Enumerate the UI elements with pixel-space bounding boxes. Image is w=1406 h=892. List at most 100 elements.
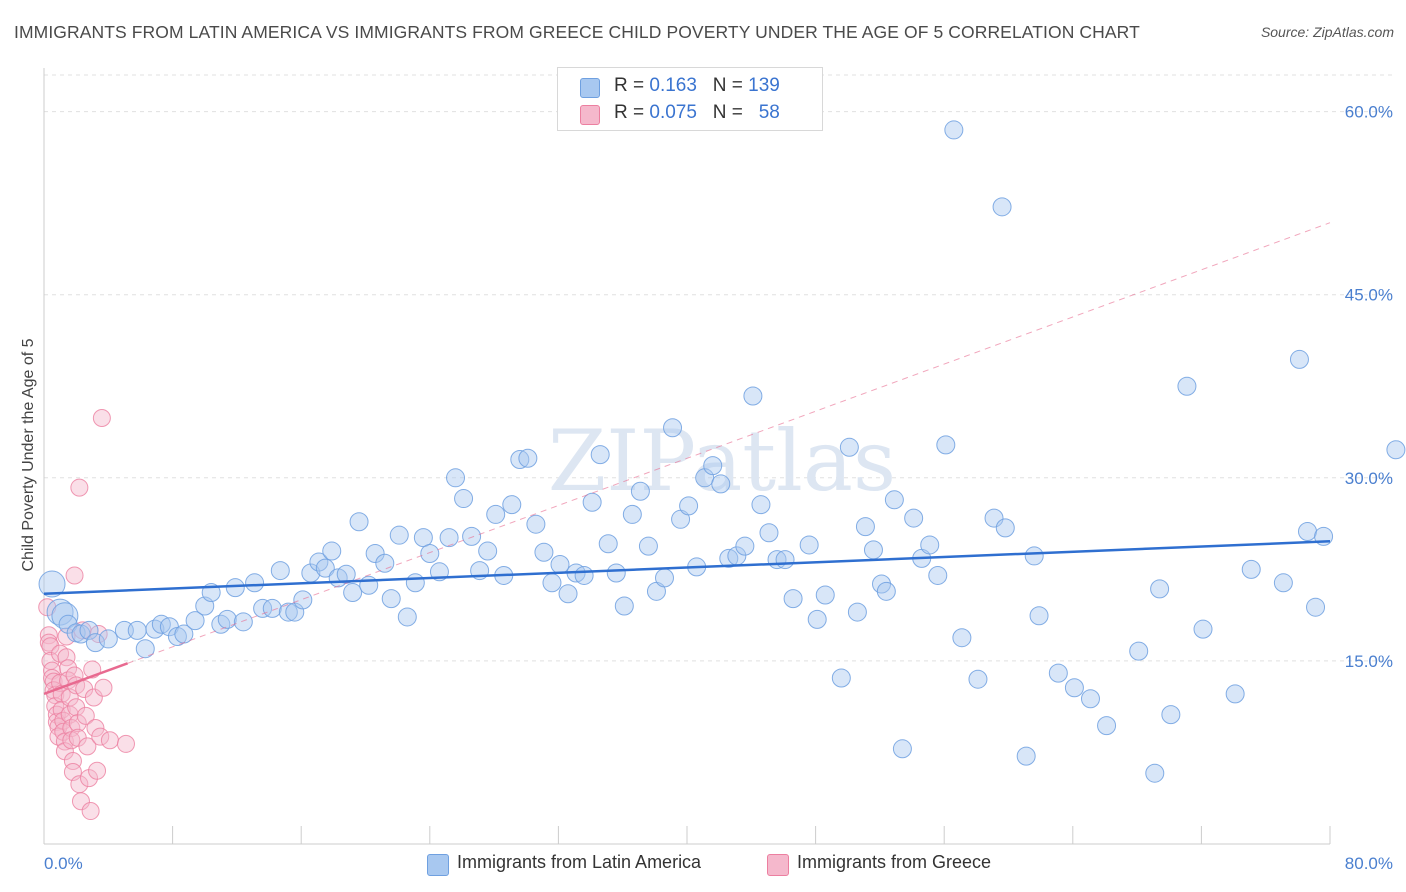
legend-n-value: 58 — [758, 102, 780, 123]
latin-america-point — [928, 565, 948, 585]
latin-america-point — [526, 514, 546, 534]
chart-title: IMMIGRANTS FROM LATIN AMERICA VS IMMIGRA… — [14, 22, 1140, 42]
greece-point — [94, 678, 113, 697]
latin-america-point — [185, 611, 205, 631]
latin-america-point — [711, 474, 731, 494]
legend-n-value: 139 — [748, 75, 780, 96]
axes — [43, 68, 1331, 845]
latin-america-point — [1241, 559, 1261, 579]
x-tick-label: 80.0% — [1345, 854, 1393, 873]
latin-america-point — [807, 609, 827, 629]
latin-america-point — [884, 490, 904, 510]
legend-r-label: R = — [614, 75, 645, 96]
latin-america-point — [995, 518, 1015, 538]
latin-america-point — [85, 633, 105, 653]
greece-point — [65, 566, 84, 585]
latin-america-point — [920, 535, 940, 555]
latin-america-point — [944, 120, 964, 140]
latin-america-point — [127, 620, 147, 640]
source-label: Source: ZipAtlas.com — [1260, 24, 1394, 40]
latin-america-point — [638, 536, 658, 556]
latin-america-point — [1297, 522, 1317, 542]
latin-america-point — [847, 602, 867, 622]
latin-america-point — [293, 590, 313, 610]
latin-america-point — [735, 536, 755, 556]
latin-america-point — [225, 578, 245, 598]
latin-america-point — [892, 739, 912, 759]
latin-america-point — [478, 541, 498, 561]
greece-point — [76, 706, 95, 725]
latin-america-point — [582, 492, 602, 512]
latin-america-point — [614, 596, 634, 616]
latin-america-point — [1161, 705, 1181, 725]
latin-america-point — [79, 620, 99, 640]
latin-america-point — [574, 565, 594, 585]
latin-america-point — [775, 550, 795, 570]
latin-america-point — [719, 548, 739, 568]
y-tick-label: 45.0% — [1345, 286, 1393, 305]
latin-america-point — [1177, 376, 1197, 396]
latin-america-point — [839, 437, 859, 457]
latin-america-point — [245, 573, 265, 593]
greece-point — [88, 761, 107, 780]
latin-america-point — [1029, 606, 1049, 626]
y-tick-label: 30.0% — [1345, 469, 1393, 488]
latin-america-point — [359, 575, 379, 595]
correlation-legend: R = 0.163 N = 139 R = 0.075 N = 58 — [557, 67, 823, 131]
latin-america-point — [904, 508, 924, 528]
latin-america-point — [550, 554, 570, 574]
latin-america-point — [413, 528, 433, 548]
latin-america-point — [663, 418, 683, 438]
latin-america-point — [343, 583, 363, 603]
latin-america-point — [439, 528, 459, 548]
latin-america-point — [135, 639, 155, 659]
legend-r-value: 0.163 — [649, 75, 697, 96]
series-legend: Immigrants from Latin America Immigrants… — [0, 850, 1406, 878]
legend-label: Immigrants from Latin America — [457, 852, 702, 872]
legend-swatch-pink — [767, 854, 789, 876]
latin-america-point — [936, 435, 956, 455]
latin-america-point — [1150, 579, 1170, 599]
latin-america-point — [542, 573, 562, 593]
latin-america-point — [1048, 663, 1068, 683]
latin-america-point — [622, 504, 642, 524]
latin-america-point — [743, 386, 763, 406]
y-axis-label: Child Poverty Under the Age of 5 — [20, 338, 37, 571]
latin-america-point — [253, 598, 273, 618]
latin-america-point — [454, 489, 474, 509]
latin-america-point — [1193, 619, 1213, 639]
latin-america-point — [211, 614, 231, 634]
latin-america-point — [518, 448, 538, 468]
latin-america-point — [38, 570, 66, 598]
legend-r-label: R = — [614, 102, 645, 123]
tick-labels: 15.0% 30.0% 45.0% 60.0% 0.0% 80.0% — [44, 103, 1393, 873]
latin-america-point — [534, 542, 554, 562]
legend-r-value: 0.075 — [649, 102, 697, 123]
latin-america-point — [375, 553, 395, 573]
latin-america-point — [446, 468, 466, 488]
greece-point — [100, 731, 119, 750]
latin-america-point — [1289, 349, 1309, 369]
latin-america-point — [1064, 678, 1084, 698]
latin-america-point — [389, 525, 409, 545]
latin-america-point — [815, 585, 835, 605]
latin-america-point — [1306, 597, 1326, 617]
latin-america-point — [270, 561, 290, 581]
latin-america-point — [952, 628, 972, 648]
x-tick-label: 0.0% — [44, 854, 83, 873]
greece-point — [92, 408, 111, 427]
latin-america-point — [145, 619, 165, 639]
latin-america-point — [1129, 641, 1149, 661]
trend-lines — [43, 222, 1331, 696]
latin-america-point — [679, 496, 699, 516]
latin-america-points — [38, 120, 1406, 783]
latin-america-point — [397, 607, 417, 627]
latin-america-point — [968, 669, 988, 689]
greece-point — [41, 637, 60, 656]
latin-america-point — [1273, 573, 1293, 593]
latin-america-point — [751, 495, 771, 515]
legend-swatch-blue — [580, 78, 600, 98]
latin-america-trend-line — [43, 540, 1331, 596]
latin-america-point — [1080, 689, 1100, 709]
